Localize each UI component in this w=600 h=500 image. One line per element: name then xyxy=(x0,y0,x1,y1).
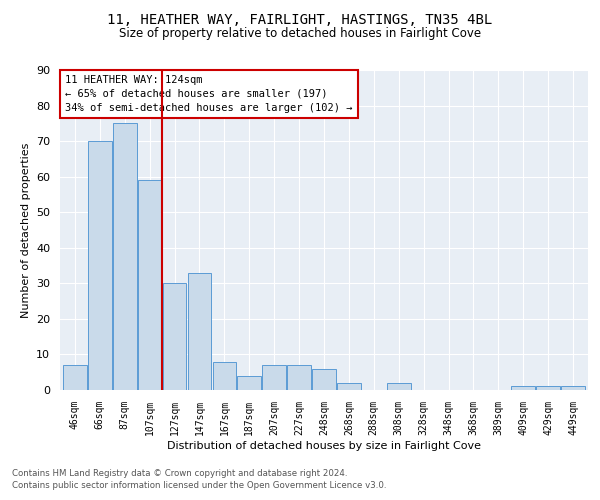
Bar xyxy=(138,180,161,390)
Bar xyxy=(287,365,311,390)
Text: 11 HEATHER WAY: 124sqm
← 65% of detached houses are smaller (197)
34% of semi-de: 11 HEATHER WAY: 124sqm ← 65% of detached… xyxy=(65,75,353,113)
Bar xyxy=(262,365,286,390)
Bar xyxy=(511,386,535,390)
Bar xyxy=(536,386,560,390)
Text: 11, HEATHER WAY, FAIRLIGHT, HASTINGS, TN35 4BL: 11, HEATHER WAY, FAIRLIGHT, HASTINGS, TN… xyxy=(107,12,493,26)
Bar xyxy=(163,284,187,390)
Bar xyxy=(238,376,261,390)
X-axis label: Distribution of detached houses by size in Fairlight Cove: Distribution of detached houses by size … xyxy=(167,440,481,450)
Bar xyxy=(337,383,361,390)
Bar xyxy=(188,272,211,390)
Bar xyxy=(561,386,585,390)
Text: Size of property relative to detached houses in Fairlight Cove: Size of property relative to detached ho… xyxy=(119,28,481,40)
Bar xyxy=(312,368,336,390)
Bar xyxy=(88,141,112,390)
Bar xyxy=(63,365,87,390)
Bar xyxy=(212,362,236,390)
Text: Contains public sector information licensed under the Open Government Licence v3: Contains public sector information licen… xyxy=(12,481,386,490)
Bar xyxy=(387,383,410,390)
Bar xyxy=(113,124,137,390)
Y-axis label: Number of detached properties: Number of detached properties xyxy=(20,142,31,318)
Text: Contains HM Land Registry data © Crown copyright and database right 2024.: Contains HM Land Registry data © Crown c… xyxy=(12,468,347,477)
